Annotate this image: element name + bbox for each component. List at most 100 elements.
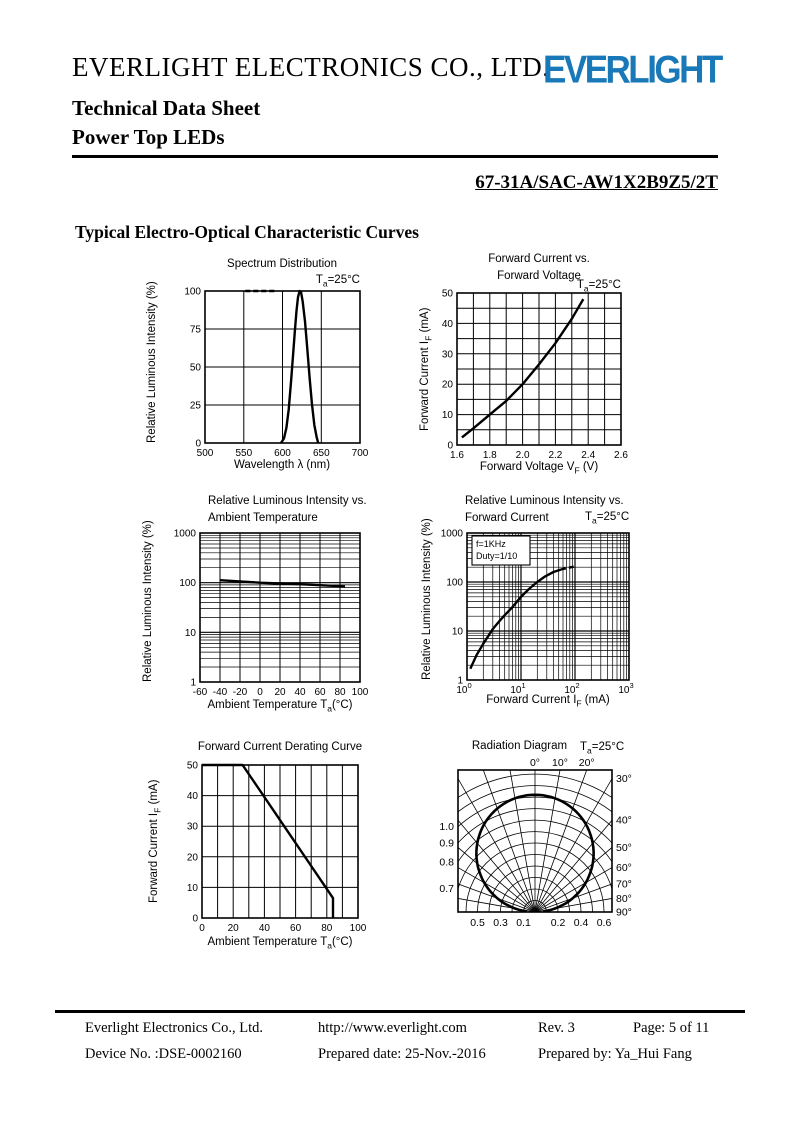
svg-text:1.8: 1.8 xyxy=(483,450,497,461)
svg-text:10: 10 xyxy=(187,883,199,894)
footer-revision: Rev. 3 xyxy=(538,1020,575,1036)
derating-chart-plot: 0 20 40 60 80 100 0 10 20 30 40 50 xyxy=(187,761,367,935)
svg-text:0.8: 0.8 xyxy=(439,856,454,868)
svg-text:10: 10 xyxy=(185,628,197,639)
svg-text:2.6: 2.6 xyxy=(614,450,628,461)
temp-chart-title-line2: Ambient Temperature xyxy=(208,512,318,524)
svg-text:20°: 20° xyxy=(579,757,595,769)
ifi-ta-annotation: Ta=25°C xyxy=(585,511,630,526)
footer-prepared-date: Prepared date: 25-Nov.-2016 xyxy=(318,1046,486,1062)
svg-text:100: 100 xyxy=(350,923,367,934)
svg-text:0: 0 xyxy=(257,687,263,698)
spectrum-x-axis-label: Wavelength λ (nm) xyxy=(233,459,331,471)
vf-chart-title-line2: Forward Voltage xyxy=(497,270,581,282)
ifi-chart-title-line1: Relative Luminous Intensity vs. xyxy=(465,495,624,507)
doc-subtitle: Power Top LEDs xyxy=(72,125,225,149)
everlight-logo: EVERLIGHT xyxy=(543,47,723,92)
svg-text:60: 60 xyxy=(314,687,326,698)
svg-text:2.4: 2.4 xyxy=(581,450,595,461)
svg-text:60°: 60° xyxy=(616,862,632,874)
svg-text:-20: -20 xyxy=(233,687,248,698)
header-rule xyxy=(72,155,718,158)
derating-x-axis-label: Ambient Temperature Ta(°C) xyxy=(207,936,353,951)
svg-text:100: 100 xyxy=(352,687,369,698)
svg-text:40°: 40° xyxy=(616,815,632,827)
vf-chart-title-line1: Forward Current vs. xyxy=(488,253,590,265)
svg-text:1.0: 1.0 xyxy=(439,821,454,833)
footer-page-number: Page: 5 of 11 xyxy=(633,1020,710,1036)
svg-text:2.2: 2.2 xyxy=(548,450,562,461)
svg-text:80: 80 xyxy=(334,687,346,698)
svg-text:0: 0 xyxy=(195,439,201,450)
svg-text:30: 30 xyxy=(442,349,454,360)
footer-device-no: Device No. :DSE-0002160 xyxy=(85,1046,242,1062)
svg-text:0°: 0° xyxy=(530,757,540,769)
svg-text:30: 30 xyxy=(187,822,199,833)
svg-text:50°: 50° xyxy=(616,842,632,854)
company-name: EVERLIGHT ELECTRONICS CO., LTD. xyxy=(72,52,550,82)
svg-text:0.5: 0.5 xyxy=(470,917,485,929)
svg-text:650: 650 xyxy=(313,448,330,459)
svg-text:25: 25 xyxy=(190,401,202,412)
ifi-chart-title-line2: Forward Current xyxy=(465,512,549,524)
ifi-x-axis-label: Forward Current IF (mA) xyxy=(486,694,610,709)
radiation-chart-plot: 0° 10° 20° 30° 40° 50° 60° 70° 80° 90° 1.0 0.9 0.8 0.… xyxy=(439,757,632,929)
svg-text:600: 600 xyxy=(274,448,291,459)
footer-prepared-by: Prepared by: Ya_Hui Fang xyxy=(538,1046,692,1062)
svg-text:0.4: 0.4 xyxy=(574,917,589,929)
svg-text:50: 50 xyxy=(190,363,202,374)
vf-chart-plot: 1.6 1.8 2.0 2.2 2.4 2.6 0 10 20 30 40 50 xyxy=(442,289,629,462)
svg-text:500: 500 xyxy=(197,448,214,459)
spectrum-chart-plot: 500 550 600 650 700 0 25 50 75 100 xyxy=(184,287,368,460)
svg-text:10°: 10° xyxy=(552,757,568,769)
temp-y-axis-label: Relative Luminous Intensity (%) xyxy=(142,520,154,682)
svg-text:0.3: 0.3 xyxy=(493,917,508,929)
derating-chart-title: Forward Current Derating Curve xyxy=(197,741,363,753)
svg-text:75: 75 xyxy=(190,325,202,336)
svg-text:0: 0 xyxy=(447,441,453,452)
derating-y-axis-label: Forward Current IF (mA) xyxy=(148,779,163,904)
svg-text:2.0: 2.0 xyxy=(516,450,530,461)
svg-text:-60: -60 xyxy=(193,687,208,698)
svg-text:0: 0 xyxy=(199,923,205,934)
svg-text:0.2: 0.2 xyxy=(551,917,566,929)
svg-text:550: 550 xyxy=(235,448,252,459)
footer-rule xyxy=(55,1010,745,1013)
svg-text:0.6: 0.6 xyxy=(597,917,612,929)
svg-text:100: 100 xyxy=(179,578,196,589)
svg-text:40: 40 xyxy=(442,319,454,330)
spectrum-ta-annotation: Ta=25°C xyxy=(315,274,360,289)
svg-text:20: 20 xyxy=(228,923,240,934)
svg-text:40: 40 xyxy=(259,923,271,934)
vf-ta-annotation: Ta=25°C xyxy=(576,279,621,294)
temp-chart-title-line1: Relative Luminous Intensity vs. xyxy=(208,495,367,507)
svg-text:0: 0 xyxy=(192,914,198,925)
svg-text:1000: 1000 xyxy=(441,529,464,540)
vf-x-axis-label: Forward Voltage VF (V) xyxy=(479,461,599,476)
svg-text:1.6: 1.6 xyxy=(450,450,464,461)
spectrum-chart-title: Spectrum Distribution xyxy=(227,258,337,270)
svg-text:80: 80 xyxy=(321,923,333,934)
svg-text:0.7: 0.7 xyxy=(439,883,454,895)
svg-text:20: 20 xyxy=(442,380,454,391)
spectrum-y-axis-label: Relative Luminous Intensity (%) xyxy=(146,281,158,443)
svg-text:10: 10 xyxy=(442,410,454,421)
svg-text:f=1KHz: f=1KHz xyxy=(476,539,506,549)
svg-text:20: 20 xyxy=(274,687,286,698)
section-title: Typical Electro-Optical Characteristic C… xyxy=(75,222,419,242)
svg-text:50: 50 xyxy=(442,289,454,300)
svg-text:20: 20 xyxy=(187,852,199,863)
svg-text:10: 10 xyxy=(452,627,464,638)
svg-text:60: 60 xyxy=(290,923,302,934)
svg-text:100: 100 xyxy=(446,578,463,589)
svg-text:50: 50 xyxy=(187,761,199,772)
svg-text:0.1: 0.1 xyxy=(516,917,531,929)
radiation-chart-title: Radiation Diagram xyxy=(471,740,568,752)
svg-text:30°: 30° xyxy=(616,773,632,785)
doc-title: Technical Data Sheet xyxy=(72,96,261,120)
svg-text:-40: -40 xyxy=(213,687,228,698)
footer-company: Everlight Electronics Co., Ltd. xyxy=(85,1020,263,1036)
svg-text:80°: 80° xyxy=(616,893,632,905)
